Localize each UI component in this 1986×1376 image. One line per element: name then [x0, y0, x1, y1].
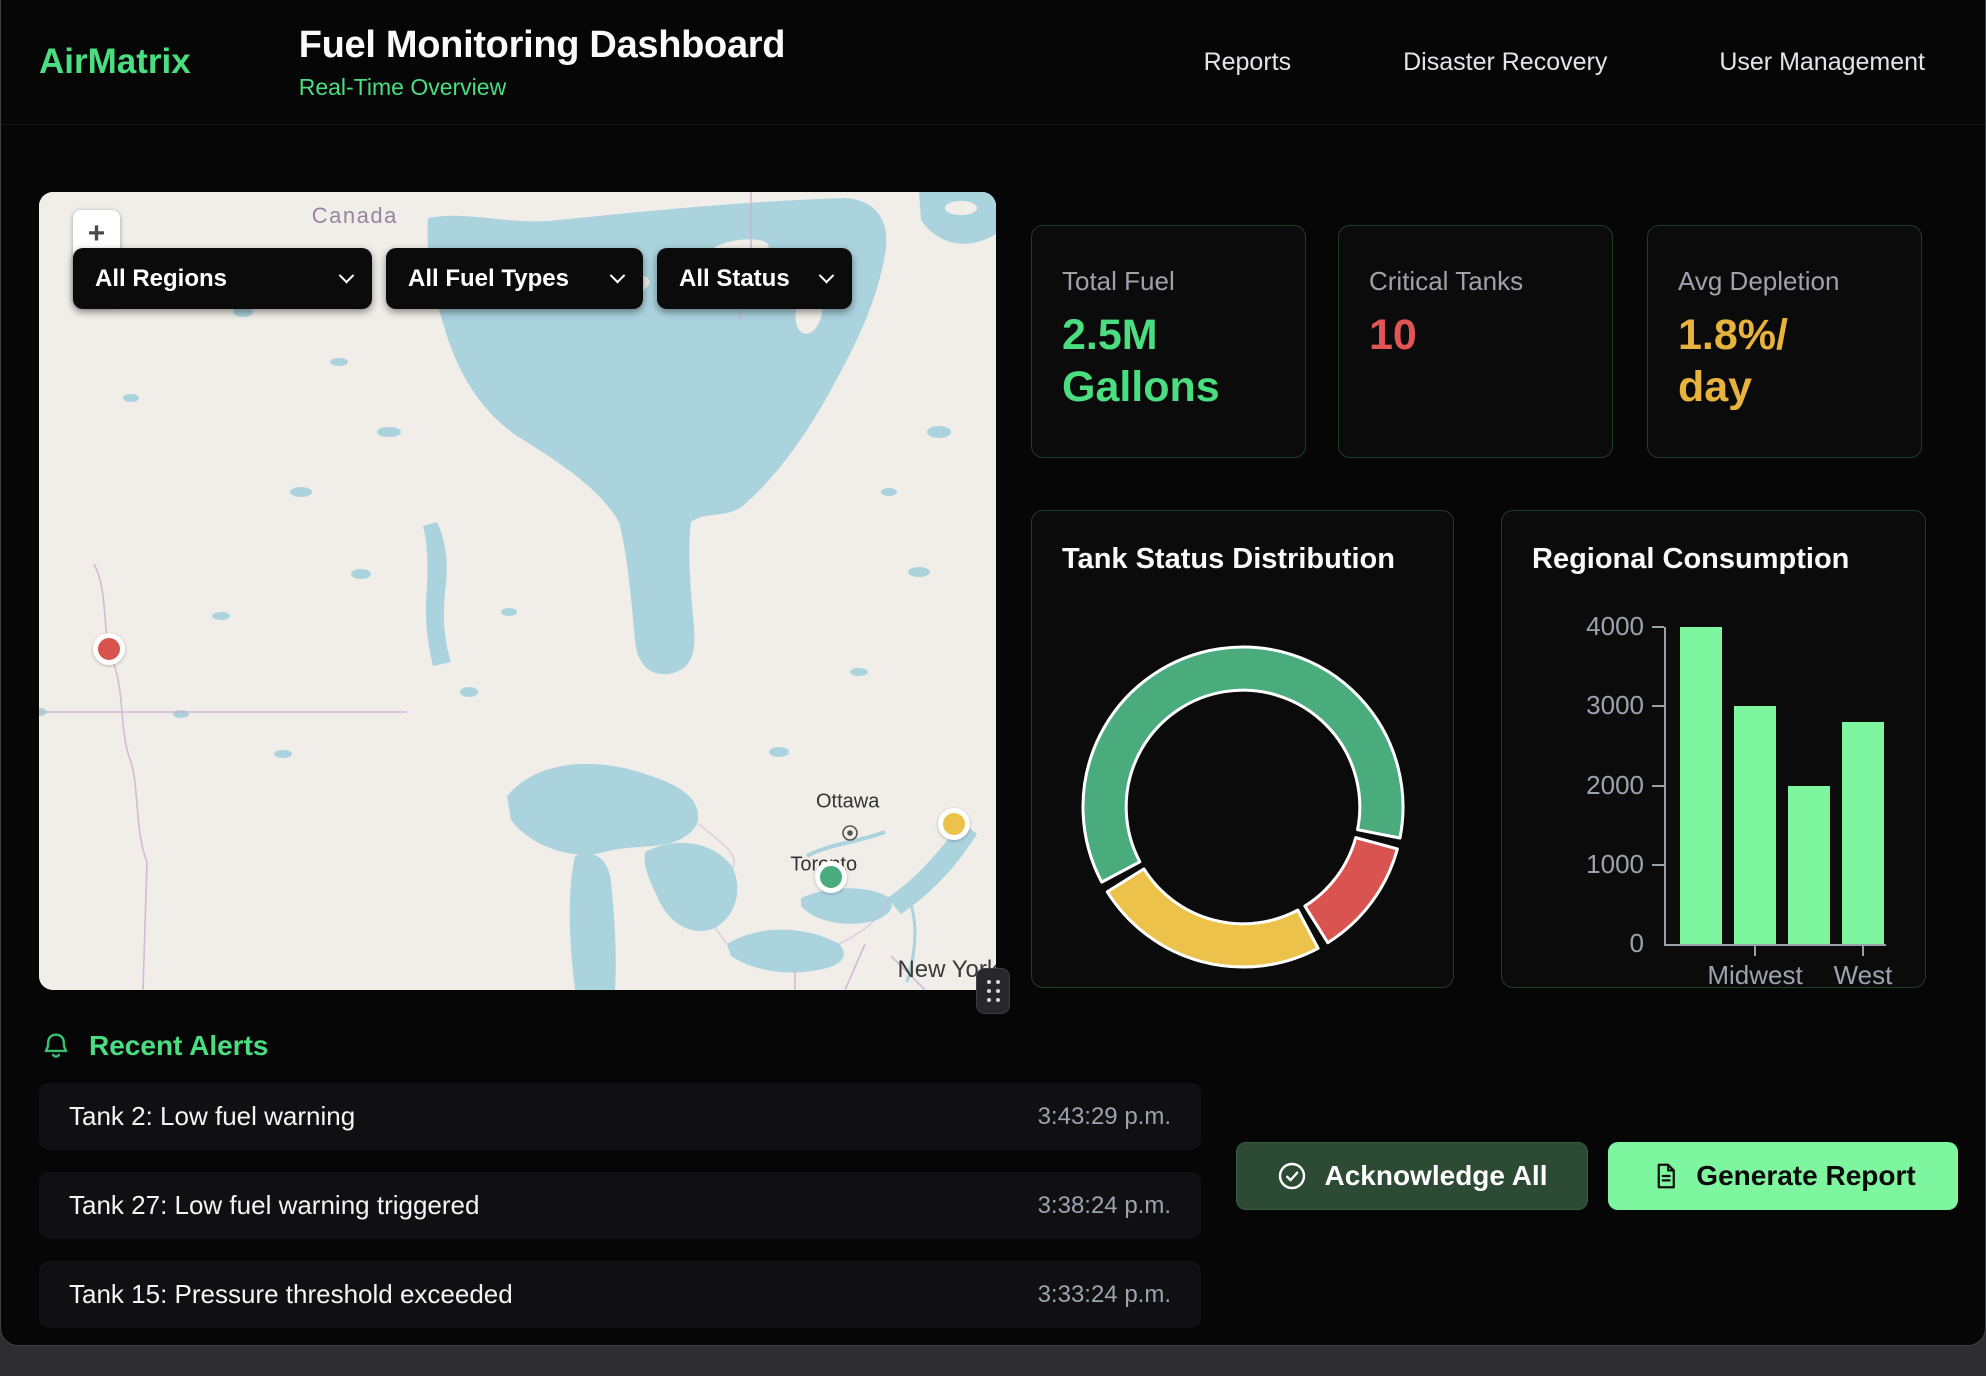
stat-card-total-fuel: Total Fuel 2.5MGallons — [1031, 225, 1306, 458]
alert-row: Tank 2: Low fuel warning 3:43:29 p.m. — [39, 1083, 1201, 1150]
bar-region-1 — [1680, 627, 1722, 944]
dashboard-root: AirMatrix Fuel Monitoring Dashboard Real… — [0, 0, 1986, 1346]
alert-row: Tank 15: Pressure threshold exceeded 3:33… — [39, 1261, 1201, 1328]
y-tick-label: 0 — [1530, 928, 1644, 959]
stat-label: Critical Tanks — [1369, 266, 1582, 297]
x-tick-mark — [1754, 946, 1756, 956]
regional-consumption-card: Regional Consumption 01000200030004000Mi… — [1501, 510, 1926, 988]
filter-all-fuel-types[interactable]: All Fuel Types — [386, 248, 643, 309]
y-tick-mark — [1652, 705, 1664, 707]
nav-disaster-recovery[interactable]: Disaster Recovery — [1403, 48, 1607, 77]
stat-label: Avg Depletion — [1678, 266, 1891, 297]
filter-all-status[interactable]: All Status — [657, 248, 852, 309]
chevron-down-icon — [819, 268, 835, 284]
map-panel[interactable]: CanadaOttawaTorontoNew York + − All Regi… — [39, 192, 996, 990]
chevron-down-icon — [339, 268, 355, 284]
donut-chart-title: Tank Status Distribution — [1062, 543, 1423, 576]
stat-label: Total Fuel — [1062, 266, 1275, 297]
donut-segment-critical — [1305, 838, 1398, 943]
alert-message: Tank 27: Low fuel warning triggered — [69, 1190, 479, 1221]
nav-user-management[interactable]: User Management — [1719, 48, 1925, 77]
report-document-icon — [1650, 1160, 1680, 1192]
y-tick-mark — [1652, 626, 1664, 628]
recent-alerts-header: Recent Alerts — [39, 1028, 268, 1064]
alert-list: Tank 2: Low fuel warning3:43:29 p.m.Tank… — [39, 1083, 1201, 1328]
y-tick-label: 1000 — [1530, 849, 1644, 880]
recent-alerts-title: Recent Alerts — [89, 1030, 268, 1062]
donut-svg — [1073, 637, 1413, 977]
title-block: Fuel Monitoring Dashboard Real-Time Over… — [299, 24, 785, 101]
map-filter-bar: All Regions All Fuel Types All Status — [73, 248, 852, 309]
stat-value: 1.8%/day — [1678, 309, 1891, 414]
main-nav: Reports Disaster Recovery User Management — [1204, 48, 1925, 77]
map-label-ottawa: Ottawa — [816, 791, 879, 814]
stat-value: 10 — [1369, 309, 1582, 361]
brand-logo: AirMatrix — [39, 42, 191, 82]
y-tick-label: 2000 — [1530, 770, 1644, 801]
generate-report-button[interactable]: Generate Report — [1608, 1142, 1958, 1210]
x-tick-mark — [1862, 946, 1864, 956]
chevron-down-icon — [610, 268, 626, 284]
acknowledge-all-button[interactable]: Acknowledge All — [1236, 1142, 1588, 1210]
stat-card-critical-tanks: Critical Tanks 10 — [1338, 225, 1613, 458]
page-title: Fuel Monitoring Dashboard — [299, 24, 785, 67]
y-axis — [1664, 627, 1666, 944]
app-header: AirMatrix Fuel Monitoring Dashboard Real… — [1, 0, 1985, 125]
bar-region-3 — [1788, 786, 1830, 945]
alert-time: 3:43:29 p.m. — [1038, 1103, 1171, 1131]
bell-icon — [39, 1028, 73, 1064]
map-resize-handle[interactable] — [976, 968, 1010, 1014]
tank-status-card: Tank Status Distribution — [1031, 510, 1454, 988]
stat-card-avg-depletion: Avg Depletion 1.8%/day — [1647, 225, 1922, 458]
x-axis — [1664, 944, 1886, 946]
map-label-canada: Canada — [312, 203, 398, 229]
donut-segment-warning — [1107, 869, 1318, 967]
y-tick-mark — [1652, 785, 1664, 787]
alert-message: Tank 2: Low fuel warning — [69, 1101, 355, 1132]
acknowledge-all-label: Acknowledge All — [1324, 1160, 1547, 1192]
check-circle-icon — [1276, 1160, 1308, 1192]
filter-all-regions[interactable]: All Regions — [73, 248, 372, 309]
filter-label: All Status — [679, 265, 790, 293]
bar-region-4 — [1842, 722, 1884, 944]
x-tick-label: West — [1793, 960, 1933, 991]
page-subtitle: Real-Time Overview — [299, 74, 785, 101]
map-overlays: CanadaOttawaTorontoNew York — [39, 192, 996, 990]
y-tick-mark — [1652, 864, 1664, 866]
alert-time: 3:33:24 p.m. — [1038, 1281, 1171, 1309]
alert-row: Tank 27: Low fuel warning triggered 3:38:… — [39, 1172, 1201, 1239]
map-marker-critical[interactable] — [93, 633, 125, 665]
filter-label: All Fuel Types — [408, 265, 569, 293]
alert-message: Tank 15: Pressure threshold exceeded — [69, 1279, 513, 1310]
y-tick-label: 3000 — [1530, 690, 1644, 721]
map-marker-warning[interactable] — [938, 808, 970, 840]
y-tick-label: 4000 — [1530, 611, 1644, 642]
bar-region-2 — [1734, 706, 1776, 944]
alert-time: 3:38:24 p.m. — [1038, 1192, 1171, 1220]
stat-value: 2.5MGallons — [1062, 309, 1275, 414]
nav-reports[interactable]: Reports — [1204, 48, 1292, 77]
regional-consumption-bar-chart: 01000200030004000MidwestWest — [1502, 511, 1925, 987]
map-marker-normal[interactable] — [815, 861, 847, 893]
filter-label: All Regions — [95, 265, 227, 293]
generate-report-label: Generate Report — [1696, 1160, 1915, 1192]
